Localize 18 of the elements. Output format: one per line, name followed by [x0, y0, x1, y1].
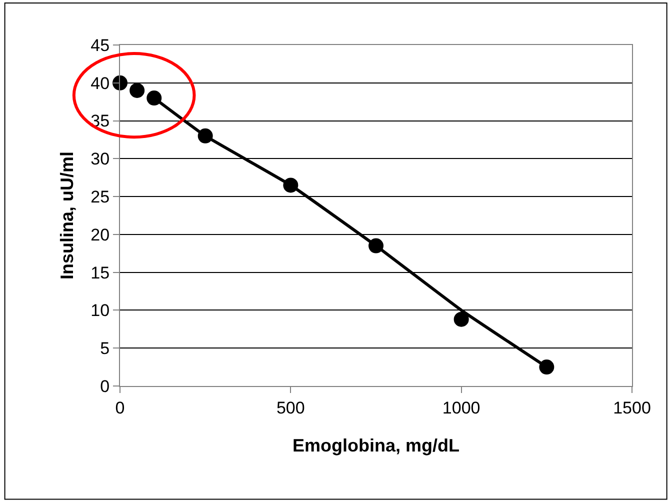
- y-tick-label: 15: [90, 263, 110, 282]
- y-tick-label: 40: [90, 74, 110, 93]
- point: [130, 82, 145, 98]
- y-tick-label: 45: [90, 36, 110, 55]
- x-tick-label: 500: [276, 398, 305, 418]
- x-tick-label: 1500: [613, 398, 651, 418]
- y-tick-label: 0: [100, 376, 110, 396]
- y-tick-label: 30: [90, 150, 110, 169]
- y-tick-label: 25: [90, 188, 110, 207]
- y-tick-label: 20: [90, 225, 110, 244]
- x-axis-title: Emoglobina, mg/dL: [292, 436, 460, 456]
- point: [454, 312, 469, 327]
- y-tick-label: 10: [90, 301, 110, 320]
- y-tick-label: 5: [100, 339, 110, 358]
- x-tick-label: 0: [115, 398, 125, 418]
- y-axis-title: Insulina, uU/ml: [56, 151, 77, 280]
- point: [112, 75, 128, 90]
- x-tick-label: 1000: [442, 398, 480, 418]
